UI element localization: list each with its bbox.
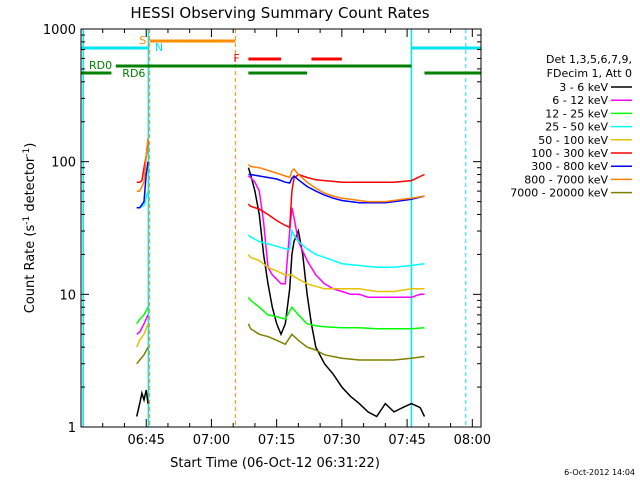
legend-label-7: 300 - 800 keV <box>531 160 608 173</box>
saa-flag-label: S <box>139 34 146 47</box>
series-line-5 <box>136 323 149 348</box>
x-tick-label: 07:30 <box>323 433 360 448</box>
y-tick-label: 1000 <box>43 23 76 38</box>
legend-label-9: 7000 - 20000 keV <box>510 187 608 200</box>
series-line-3 <box>136 306 149 325</box>
y-tick-label: 1 <box>68 421 76 436</box>
series-line-7 <box>248 173 425 204</box>
chart-title: HESSI Observing Summary Count Rates <box>130 4 429 22</box>
legend-label-3: 12 - 25 keV <box>545 107 608 120</box>
series-line-9 <box>247 323 425 361</box>
x-tick-label: 07:00 <box>193 433 230 448</box>
x-tick-label: 07:15 <box>258 433 295 448</box>
legend-header-line-1: Det 1,3,5,6,7,9, <box>546 53 632 66</box>
series-line-8 <box>247 164 425 203</box>
plot-frame <box>80 28 482 428</box>
y-tick-label: 100 <box>51 156 76 171</box>
legend-label-5: 50 - 100 keV <box>538 134 608 147</box>
legend-label-4: 25 - 50 keV <box>545 121 608 134</box>
x-axis-label: Start Time (06-Oct-12 06:31:22) <box>170 456 380 471</box>
series-line-8 <box>136 138 149 192</box>
legend-label-1: 3 - 6 keV <box>559 81 608 94</box>
series-line-4 <box>247 228 425 269</box>
plot-area: SN F RD0 RD6 <box>81 29 481 427</box>
rd6-flag-label: RD6 <box>122 67 145 80</box>
axes: 1 10 100 1000 06:45 07:00 07:15 07:30 07:45 08:00 <box>43 23 491 448</box>
series-line-6 <box>247 173 425 229</box>
series-line-1 <box>135 389 149 417</box>
series-line-5 <box>247 253 425 293</box>
x-tick-label: 06:45 <box>127 433 164 448</box>
legend-label-6: 100 - 300 keV <box>531 147 608 160</box>
series-line-3 <box>247 296 425 330</box>
series-line-2 <box>136 314 149 335</box>
x-tick-label: 08:00 <box>454 433 491 448</box>
series-line-9 <box>136 346 149 365</box>
legend-label-2: 6 - 12 keV <box>552 94 608 107</box>
series-line-2 <box>247 175 425 299</box>
series-line-7 <box>136 161 149 209</box>
timestamp: 6-Oct-2012 14:04 <box>564 468 635 477</box>
legend: Det 1,3,5,6,7,9, FDecim 1, Att 0 3 - 6 k… <box>510 53 632 200</box>
rd0-flag-label: RD0 <box>89 59 112 72</box>
y-axis-label: Count Rate (s-1 detector-1) <box>22 143 38 314</box>
flare-flag-label: F <box>233 52 239 65</box>
x-tick-label: 07:45 <box>388 433 425 448</box>
night-flag-label: N <box>155 41 163 54</box>
y-tick-label: 10 <box>59 288 76 303</box>
legend-header-line-2: FDecim 1, Att 0 <box>547 67 632 80</box>
series-line-1 <box>247 167 426 418</box>
legend-label-8: 800 - 7000 keV <box>524 173 608 186</box>
